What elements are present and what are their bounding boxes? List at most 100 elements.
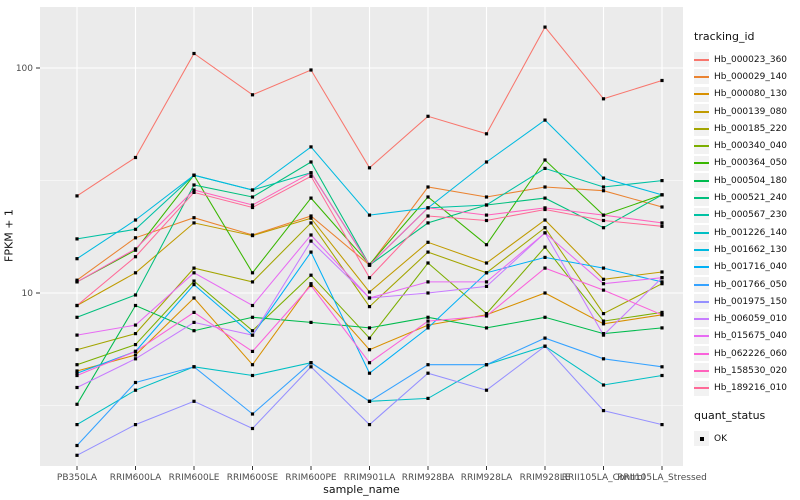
data-point-Hb_000139_080 <box>601 277 606 281</box>
data-point-Hb_001662_130 <box>75 257 79 261</box>
data-point-Hb_000029_140 <box>426 185 430 189</box>
data-point-Hb_015675_040 <box>601 282 606 286</box>
data-point-Hb_001766_050 <box>426 363 430 367</box>
data-point-Hb_001716_040 <box>426 326 430 330</box>
data-point-Hb_062226_060 <box>543 266 547 270</box>
data-point-Hb_000023_360 <box>192 51 196 56</box>
legend-key-box <box>694 207 709 223</box>
legend: tracking_id Hb_000023_360 Hb_000029_140 Hb… <box>694 30 800 447</box>
data-point-Hb_000340_040 <box>75 363 79 367</box>
data-point-Hb_000139_080 <box>309 216 313 220</box>
data-point-Hb_015675_040 <box>426 280 430 284</box>
data-point-Hb_001975_150 <box>426 371 430 375</box>
legend-key-box <box>694 363 709 379</box>
legend-line-swatch <box>694 266 709 269</box>
legend-item-ok: OK <box>694 430 800 447</box>
data-point-Hb_158530_020 <box>75 280 79 284</box>
data-point-Hb_000567_230 <box>75 237 79 241</box>
data-point-Hb_000080_130 <box>250 363 255 367</box>
data-point-Hb_158530_020 <box>309 171 313 175</box>
data-point-Hb_000023_360 <box>484 132 489 136</box>
legend-key-box <box>694 242 709 258</box>
legend-item-label: Hb_001975_150 <box>714 296 788 307</box>
data-point-Hb_015675_040 <box>309 233 313 237</box>
data-point-Hb_001975_150 <box>250 426 255 431</box>
data-point-Hb_000504_180 <box>367 326 372 330</box>
data-point-Hb_000340_040 <box>660 310 664 314</box>
data-point-Hb_000023_360 <box>75 194 79 198</box>
data-point-Hb_189216_010 <box>309 174 313 178</box>
data-point-Hb_001662_130 <box>601 176 606 180</box>
data-point-Hb_000521_240 <box>543 196 547 200</box>
data-point-Hb_000023_360 <box>543 25 547 29</box>
data-point-Hb_001226_140 <box>133 388 138 392</box>
legend-item-Hb_000364_050: Hb_000364_050 <box>694 155 800 172</box>
legend-line-swatch <box>694 127 709 130</box>
data-point-Hb_001975_150 <box>309 365 313 369</box>
data-point-Hb_000080_130 <box>426 323 430 327</box>
data-point-Hb_000029_140 <box>484 195 489 199</box>
data-point-Hb_006059_010 <box>133 357 138 361</box>
legend-line-swatch <box>694 179 709 182</box>
legend-key-box <box>694 259 709 275</box>
data-point-Hb_000029_140 <box>601 189 606 193</box>
legend-key-box <box>694 225 709 241</box>
data-point-Hb_006059_010 <box>309 239 313 243</box>
data-point-Hb_189216_010 <box>660 224 664 228</box>
data-point-Hb_001716_040 <box>192 283 196 287</box>
legend-item-label: Hb_000521_240 <box>714 193 788 204</box>
data-point-Hb_001716_040 <box>601 266 606 270</box>
data-point-Hb_000139_080 <box>250 234 255 238</box>
data-point-Hb_000521_240 <box>192 183 196 187</box>
legend-key-box <box>694 328 709 344</box>
data-point-Hb_062226_060 <box>660 313 664 317</box>
legend-item-Hb_000521_240: Hb_000521_240 <box>694 189 800 206</box>
data-point-Hb_000185_220 <box>192 266 196 270</box>
data-point-Hb_015675_040 <box>133 323 138 327</box>
data-point-Hb_000185_220 <box>543 226 547 230</box>
legend-item-Hb_015675_040: Hb_015675_040 <box>694 328 800 345</box>
legend-item-Hb_001662_130: Hb_001662_130 <box>694 241 800 258</box>
data-point-Hb_000504_180 <box>250 315 255 319</box>
data-point-Hb_001662_130 <box>192 173 196 177</box>
data-point-Hb_000185_220 <box>426 250 430 254</box>
data-point-Hb_000340_040 <box>192 279 196 283</box>
data-point-Hb_000521_240 <box>250 195 255 199</box>
data-point-Hb_000504_180 <box>426 315 430 319</box>
y-tick-label: 10 <box>22 289 34 299</box>
data-point-Hb_000139_080 <box>367 290 372 294</box>
legend-key-box <box>694 277 709 292</box>
data-point-Hb_015675_040 <box>367 296 372 300</box>
data-point-Hb_015675_040 <box>75 333 79 337</box>
data-point-Hb_000185_220 <box>133 332 138 336</box>
legend-line-swatch <box>694 387 709 390</box>
legend-item-Hb_000567_230: Hb_000567_230 <box>694 207 800 224</box>
legend-item-label: Hb_000504_180 <box>714 175 788 186</box>
data-point-Hb_000364_050 <box>250 271 255 275</box>
data-point-Hb_000504_180 <box>75 402 79 406</box>
data-point-Hb_000340_040 <box>543 245 547 249</box>
data-point-Hb_001662_130 <box>484 160 489 164</box>
legend-item-Hb_158530_020: Hb_158530_020 <box>694 362 800 379</box>
legend-item-Hb_000139_080: Hb_000139_080 <box>694 103 800 120</box>
legend-line-swatch <box>694 300 709 303</box>
data-point-Hb_001716_040 <box>75 371 79 375</box>
data-point-Hb_000340_040 <box>426 261 430 265</box>
y-tick-label: 100 <box>16 64 33 74</box>
data-point-Hb_000567_230 <box>133 227 138 231</box>
data-point-Hb_001226_140 <box>601 383 606 387</box>
data-point-Hb_001766_050 <box>484 363 489 367</box>
data-point-Hb_001716_040 <box>484 271 489 275</box>
legend-item-Hb_001716_040: Hb_001716_040 <box>694 259 800 276</box>
data-point-Hb_000340_040 <box>250 329 255 333</box>
data-point-Hb_000023_360 <box>660 78 664 83</box>
legend-line-swatch <box>694 335 709 338</box>
legend-line-swatch <box>694 231 709 234</box>
data-point-Hb_000504_180 <box>484 326 489 330</box>
data-point-Hb_001662_130 <box>309 145 313 149</box>
data-point-Hb_000185_220 <box>660 282 664 286</box>
data-point-Hb_006059_010 <box>75 385 79 390</box>
legend-title-quant-status: quant_status <box>694 408 766 422</box>
data-point-Hb_006059_010 <box>250 333 255 337</box>
